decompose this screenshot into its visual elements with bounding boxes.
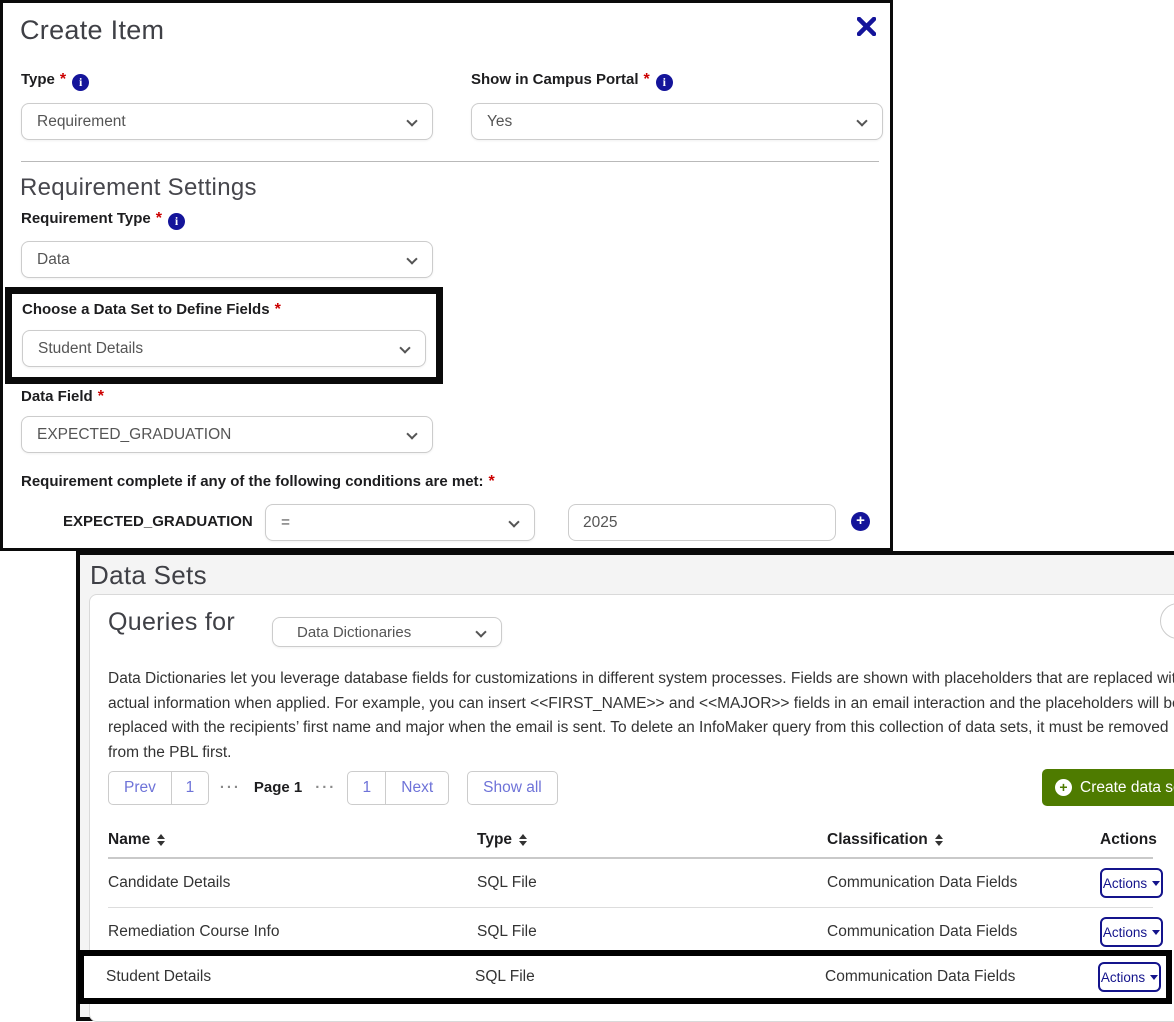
show-in-campus-portal-value: Yes: [487, 112, 513, 130]
plus-icon: +: [1055, 779, 1072, 796]
type-select[interactable]: Requirement: [21, 103, 433, 140]
sort-icon[interactable]: [157, 834, 166, 846]
description-text: Data Dictionaries let you leverage datab…: [108, 670, 1174, 761]
chevron-down-icon: [406, 428, 418, 440]
type-select-value: Requirement: [37, 112, 126, 130]
data-sets-table: Name Type Classification Actions Candida…: [108, 823, 1163, 957]
next-button[interactable]: Next: [385, 771, 448, 804]
actions-label: Actions: [1102, 875, 1148, 891]
actions-button[interactable]: Actions: [1098, 962, 1161, 992]
sort-icon[interactable]: [519, 834, 528, 846]
collection-select-value: Data Dictionaries: [297, 623, 412, 641]
requirement-type-select[interactable]: Data: [21, 241, 433, 278]
show-all-button[interactable]: Show all: [483, 778, 542, 796]
chevron-down-icon: [406, 253, 418, 265]
data-field-value: EXPECTED_GRADUATION: [37, 425, 232, 443]
condition-value-input[interactable]: [568, 504, 836, 541]
dataset-select[interactable]: Student Details: [22, 330, 426, 367]
queries-for-heading: Queries for: [108, 608, 235, 636]
dataset-select-value: Student Details: [38, 339, 144, 357]
cell-name: Student Details: [106, 968, 212, 985]
cell-type: SQL File: [477, 874, 537, 891]
info-icon[interactable]: i: [72, 74, 90, 91]
page-1-button[interactable]: 1: [170, 771, 208, 804]
create-data-set-button[interactable]: + Create data set: [1042, 769, 1174, 806]
create-data-set-label: Create data set: [1080, 778, 1174, 796]
current-page-label: Page 1: [253, 779, 303, 796]
cell-classification: Communication Data Fields: [827, 874, 1018, 891]
dialog-title: Create Item: [20, 15, 165, 45]
actions-button[interactable]: Actions: [1100, 868, 1163, 898]
caret-down-icon: [1152, 880, 1161, 886]
required-star: *: [59, 71, 67, 88]
chevron-down-icon: [406, 115, 418, 127]
cell-type: SQL File: [475, 968, 535, 985]
header-classification[interactable]: Classification: [827, 831, 1100, 849]
chevron-down-icon: [856, 115, 868, 127]
condition-operator-value: =: [281, 513, 291, 531]
chevron-down-icon: [508, 516, 520, 528]
pagination-group-prev: Prev 1: [108, 770, 209, 805]
show-in-campus-portal-label: Show in Campus Portal * i: [471, 71, 673, 91]
dataset-highlight-box: Choose a Data Set to Define Fields * Stud…: [5, 287, 443, 384]
show-in-campus-portal-select[interactable]: Yes: [471, 103, 883, 140]
close-icon[interactable]: [856, 16, 877, 41]
collection-select[interactable]: Data Dictionaries: [272, 617, 502, 647]
data-field-label: Data Field *: [21, 388, 104, 405]
student-details-highlight-box: Student Details SQL File Communication D…: [78, 950, 1172, 1004]
header-name[interactable]: Name: [108, 831, 477, 849]
data-sets-title: Data Sets: [90, 560, 207, 590]
pagination: Prev 1 ··· Page 1 ··· 1 Next Show all: [108, 769, 558, 806]
prev-button[interactable]: Prev: [124, 778, 156, 796]
dataset-label: Choose a Data Set to Define Fields *: [22, 301, 281, 318]
required-star: *: [155, 210, 162, 227]
cell-classification: Communication Data Fields: [825, 968, 1016, 985]
sort-icon[interactable]: [934, 834, 943, 846]
required-star: *: [274, 301, 281, 318]
create-item-dialog: Create Item Type * i Requirement Show in C…: [0, 0, 893, 551]
actions-button[interactable]: Actions: [1100, 917, 1163, 947]
header-actions: Actions: [1100, 831, 1157, 848]
requirement-type-value: Data: [37, 250, 70, 268]
table-header-row: Name Type Classification Actions: [108, 823, 1157, 859]
caret-down-icon: [1150, 974, 1159, 980]
required-star: *: [643, 71, 650, 88]
required-star: *: [488, 473, 495, 490]
required-star: *: [97, 388, 104, 405]
caret-down-icon: [1152, 929, 1161, 935]
ellipsis-icon: ···: [219, 779, 241, 796]
chevron-down-icon: [475, 626, 487, 638]
pagination-group-next: 1 Next: [347, 770, 450, 805]
info-icon[interactable]: i: [167, 213, 185, 230]
header-type[interactable]: Type: [477, 831, 827, 849]
data-field-select[interactable]: EXPECTED_GRADUATION: [21, 416, 433, 453]
page-1-button[interactable]: 1: [362, 778, 372, 796]
type-label: Type * i: [21, 71, 90, 91]
info-icon[interactable]: i: [655, 74, 673, 91]
cell-classification: Communication Data Fields: [827, 923, 1018, 940]
actions-label: Actions: [1102, 924, 1148, 940]
cell-name: Remediation Course Info: [108, 923, 280, 940]
section-divider: [21, 161, 879, 162]
condition-field-name: EXPECTED_GRADUATION: [63, 513, 253, 530]
condition-operator-select[interactable]: =: [265, 504, 535, 541]
ellipsis-icon: ···: [315, 779, 337, 796]
add-condition-icon[interactable]: +: [851, 512, 870, 531]
requirement-settings-heading: Requirement Settings: [20, 174, 257, 201]
requirement-type-label: Requirement Type * i: [21, 210, 185, 230]
show-all-group: Show all: [467, 770, 558, 805]
conditions-label: Requirement complete if any of the follo…: [21, 473, 495, 490]
cell-type: SQL File: [477, 923, 537, 940]
table-row-highlighted: Student Details SQL File Communication D…: [106, 956, 1161, 998]
chevron-down-icon: [399, 342, 411, 354]
actions-label: Actions: [1100, 969, 1146, 985]
cell-name: Candidate Details: [108, 874, 231, 891]
table-row: Candidate Details SQL File Communication…: [108, 859, 1163, 908]
help-icon[interactable]: [1160, 603, 1174, 639]
